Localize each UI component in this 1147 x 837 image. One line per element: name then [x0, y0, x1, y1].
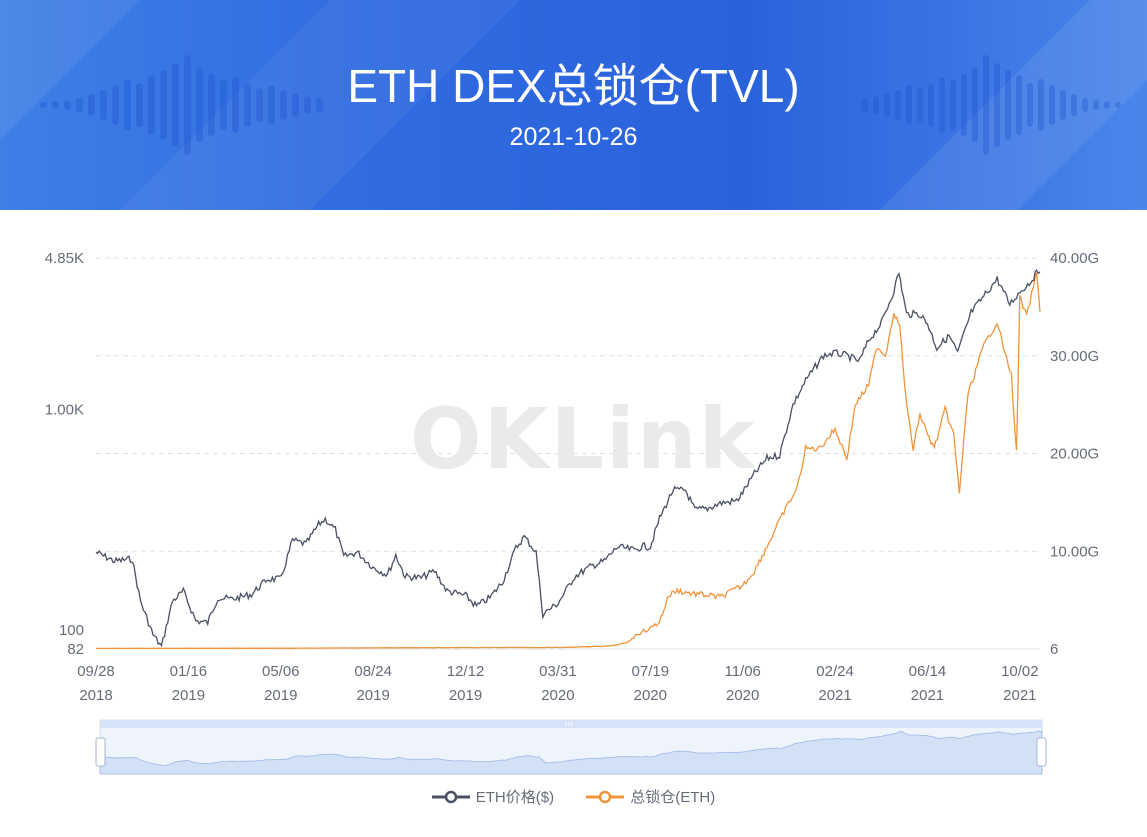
x-tick-label: 10/02: [1001, 663, 1039, 680]
legend-item-price[interactable]: ETH价格($): [431, 786, 555, 807]
tvl-chart: 4.85K 1.00K 100 82 40.00G 30.00G 20.00G 10.00G 6…: [45, 250, 1099, 775]
x-tick-label-year: 2020: [726, 687, 759, 704]
x-tick-label-year: 2018: [79, 687, 112, 704]
x-tick-label-year: 2021: [911, 687, 944, 704]
x-tick-label-year: 2020: [541, 687, 574, 704]
y-right-tick-label: 40.00G: [1050, 250, 1099, 267]
header-banner: ETH DEX总锁仓(TVL) 2021-10-26: [0, 0, 1147, 210]
x-tick-label: 12/12: [447, 663, 485, 680]
x-tick-label-year: 2021: [818, 687, 851, 704]
x-tick-label-year: 2020: [634, 687, 667, 704]
x-tick-label: 06/14: [909, 663, 947, 680]
x-tick-label-year: 2019: [356, 687, 389, 704]
report-date: 2021-10-26: [509, 123, 638, 151]
y-left-tick-label: 4.85K: [45, 250, 84, 267]
series-line-price: [95, 268, 1041, 648]
x-tick-label: 08/24: [354, 663, 392, 680]
y-right-tick-label: 6: [1050, 641, 1058, 658]
x-tick-label: 01/16: [170, 663, 208, 680]
y-left-tick-label: 82: [67, 641, 84, 658]
legend-tvl-icon: [586, 790, 625, 803]
series-line-tvl: [96, 272, 1041, 650]
y-left-tick-label: 100: [59, 622, 84, 639]
y-right-tick-label: 10.00G: [1050, 543, 1099, 560]
legend-price-icon: [431, 790, 470, 803]
x-tick-label-year: 2019: [172, 687, 205, 704]
x-tick-label-year: 2019: [264, 687, 297, 704]
x-tick-label: 11/06: [724, 663, 760, 680]
legend-tvl-label: 总锁仓(ETH): [630, 789, 716, 806]
banner-decoration: [0, 0, 1147, 210]
chart-legend: ETH价格($) 总锁仓(ETH): [0, 786, 1147, 808]
y-right-tick-label: 20.00G: [1050, 446, 1099, 463]
x-tick-label: 07/19: [632, 663, 670, 680]
x-tick-label-year: 2021: [1003, 687, 1036, 704]
zoom-slider-preview: [99, 730, 1043, 775]
legend-item-tvl[interactable]: 总锁仓(ETH): [586, 786, 715, 807]
x-tick-label-year: 2019: [449, 687, 482, 704]
zoom-slider-handle-right: [1036, 737, 1047, 767]
y-left-tick-label: 1.00K: [45, 401, 84, 418]
watermark: OKLink: [410, 390, 757, 488]
legend-price-label: ETH价格($): [475, 789, 555, 806]
page-title: ETH DEX总锁仓(TVL): [347, 60, 800, 112]
y-right-tick-label: 30.00G: [1050, 348, 1099, 365]
zoom-slider-handle-left: [95, 737, 106, 767]
x-tick-label: 09/28: [77, 663, 115, 680]
x-tick-label: 05/06: [262, 663, 300, 680]
x-tick-label: 02/24: [816, 663, 854, 680]
zoom-slider-top-bar: [100, 720, 1042, 728]
x-tick-label: 03/31: [539, 663, 577, 680]
